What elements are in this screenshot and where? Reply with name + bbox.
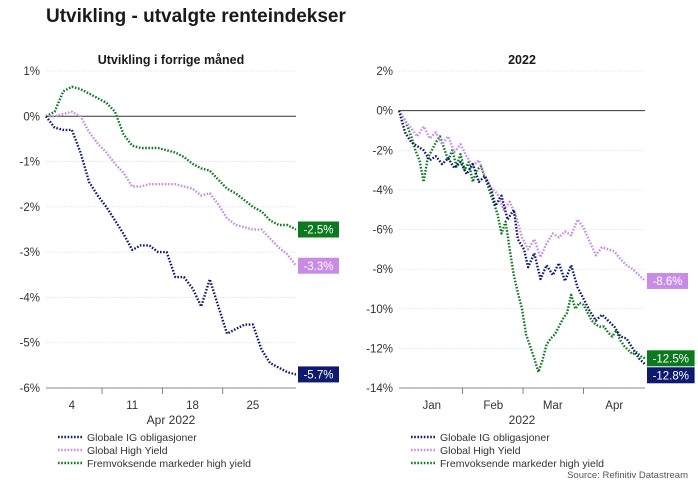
left-y-tick-label: -3% [20, 247, 40, 259]
left-y-tick-label: -5% [20, 338, 40, 350]
main-title: Utvikling - utvalgte renteindekser [46, 6, 346, 27]
left-x-tick-label: 18 [186, 400, 199, 412]
right-x-tick-label: Feb [483, 400, 503, 412]
right-series-line-0 [397, 110, 646, 366]
right-y-tick-label: -2% [373, 145, 393, 157]
left-legend-label: Global High Yield [87, 445, 168, 457]
right-end-label-box [647, 350, 695, 367]
right-chart-title: 2022 [508, 53, 536, 67]
right-x-tick-label: Jan [423, 400, 442, 412]
right-y-tick-label: -4% [373, 185, 393, 197]
right-end-label: -8.6% [652, 276, 682, 288]
left-x-tick-label: 4 [69, 400, 76, 412]
right-y-tick-label: -6% [373, 225, 393, 237]
right-legend-label: Global High Yield [440, 445, 521, 457]
right-y-tick-label: -14% [366, 383, 393, 395]
right-x-tick-label: Mar [543, 400, 563, 412]
right-x-tick-label: Apr [605, 400, 623, 412]
right-end-label: -12.8% [653, 370, 689, 382]
left-y-tick-label: -6% [20, 383, 40, 395]
right-x-axis-label: 2022 [509, 413, 536, 427]
right-y-tick-label: -8% [373, 264, 393, 276]
source-note: Source: Refinitiv Datastream [567, 470, 688, 481]
left-end-label: -3.3% [303, 261, 333, 273]
left-x-axis-label: Apr 2022 [147, 413, 196, 427]
left-end-label-box [298, 257, 339, 274]
left-x-tick-label: 11 [126, 400, 138, 412]
left-y-tick-label: -4% [20, 292, 40, 304]
right-legend-label: Fremvoksende markeder high yield [440, 458, 604, 470]
left-end-label: -2.5% [303, 225, 333, 237]
left-y-tick-label: -1% [20, 157, 40, 169]
left-legend-label: Globale IG obligasjoner [87, 432, 197, 444]
left-legend-label: Fremvoksende markeder high yield [87, 458, 251, 470]
left-series-line-0 [45, 115, 297, 376]
left-series-line-2 [45, 85, 297, 231]
left-y-tick-label: 1% [23, 66, 40, 78]
right-end-label-box [647, 273, 688, 290]
right-y-tick-label: 2% [376, 66, 393, 78]
right-legend-label: Globale IG obligasjoner [440, 432, 550, 444]
left-y-tick-label: 0% [23, 111, 40, 123]
left-chart-title: Utvikling i forrige måned [98, 53, 245, 67]
right-end-label-box [647, 367, 695, 384]
left-end-label-box [298, 221, 339, 238]
left-series-line-1 [46, 110, 297, 267]
right-y-tick-label: 0% [376, 106, 393, 118]
left-end-label-box [298, 366, 339, 383]
right-series-line-1 [397, 109, 646, 282]
left-x-tick-label: 25 [246, 400, 259, 412]
right-y-tick-label: -12% [366, 343, 393, 355]
right-end-label: -12.5% [653, 353, 689, 365]
left-y-tick-label: -2% [20, 202, 40, 214]
right-y-tick-label: -10% [366, 304, 393, 316]
left-end-label: -5.7% [303, 370, 333, 382]
right-series-line-2 [397, 109, 646, 374]
